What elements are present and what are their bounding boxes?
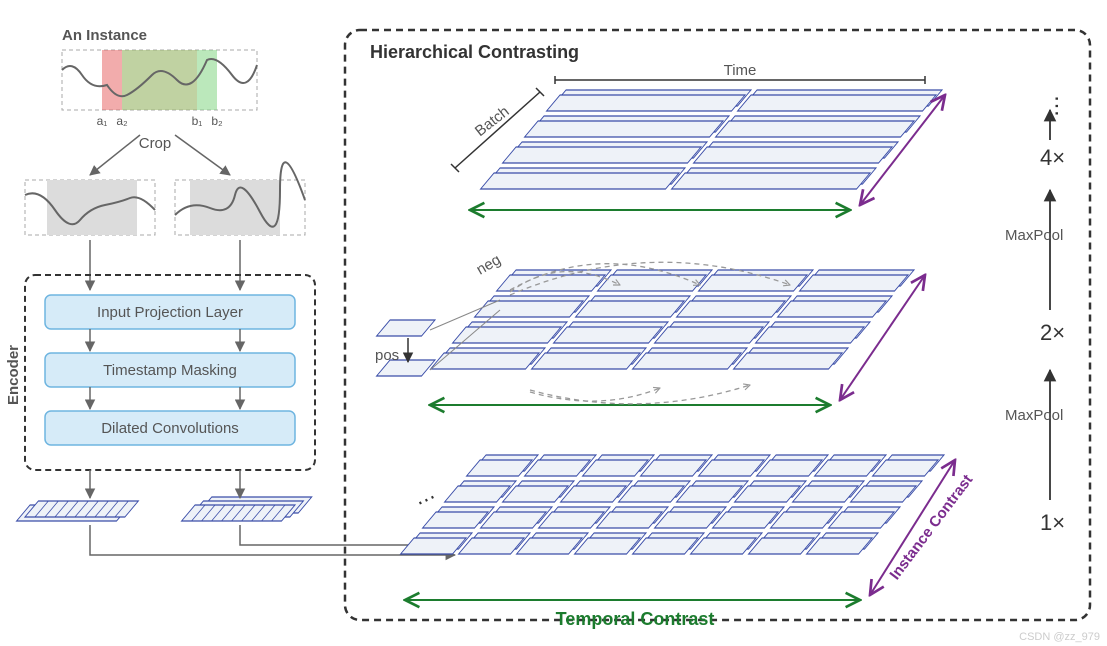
encoder-block-label: Timestamp Masking xyxy=(103,362,237,379)
tile xyxy=(771,512,836,528)
tile xyxy=(691,538,756,554)
scale-1: 1× xyxy=(1040,510,1065,535)
watermark: CSDN @zz_979 xyxy=(1019,631,1100,643)
tile xyxy=(459,538,524,554)
maxpool-1: MaxPool xyxy=(1005,407,1063,424)
tile xyxy=(633,538,698,554)
tick-a2: a₂ xyxy=(116,114,128,128)
tile xyxy=(735,486,800,502)
tile xyxy=(713,512,778,528)
tile xyxy=(597,512,662,528)
tile xyxy=(576,301,684,317)
tile xyxy=(583,460,648,476)
tile xyxy=(807,538,872,554)
tile xyxy=(699,460,764,476)
tile xyxy=(453,327,561,343)
maxpool-2: MaxPool xyxy=(1005,227,1063,244)
tile xyxy=(793,486,858,502)
tick-b1: b₁ xyxy=(192,114,203,128)
tile xyxy=(716,121,914,137)
crop-overlap xyxy=(122,50,197,110)
tile xyxy=(598,275,706,291)
tile xyxy=(503,486,568,502)
scale-4: 4× xyxy=(1040,145,1065,170)
tile xyxy=(532,353,640,369)
hier-title: Hierarchical Contrasting xyxy=(370,42,579,62)
tile xyxy=(619,486,684,502)
time-label: Time xyxy=(724,62,757,79)
instance-title: An Instance xyxy=(62,27,147,44)
crop-label: Crop xyxy=(139,135,172,152)
tile xyxy=(575,538,640,554)
tile xyxy=(815,460,880,476)
arrow-to-hier-1 xyxy=(90,525,455,555)
tile xyxy=(757,460,822,476)
tick-a1: a₁ xyxy=(97,114,108,128)
tile xyxy=(829,512,894,528)
tile xyxy=(525,460,590,476)
tile xyxy=(641,460,706,476)
tile xyxy=(800,275,908,291)
tile xyxy=(547,95,745,111)
tile xyxy=(525,121,723,137)
encoder-block-label: Input Projection Layer xyxy=(97,304,243,321)
scale-2: 2× xyxy=(1040,320,1065,345)
tile xyxy=(738,95,936,111)
tile xyxy=(734,353,842,369)
tile xyxy=(481,512,546,528)
encoder-label: Encoder xyxy=(5,345,22,405)
crop-right-box xyxy=(190,180,280,235)
tile xyxy=(851,486,916,502)
hier-dots: ⋯ xyxy=(413,486,440,514)
tile xyxy=(694,147,892,163)
tile xyxy=(677,301,785,317)
arrow-crop-left xyxy=(90,135,140,175)
tile xyxy=(517,538,582,554)
tile xyxy=(873,460,938,476)
output-tiles-right xyxy=(182,497,312,521)
scale-dots: ⋯ xyxy=(1045,95,1070,117)
tile xyxy=(655,512,720,528)
tile xyxy=(778,301,886,317)
tile xyxy=(756,327,864,343)
tile xyxy=(445,486,510,502)
tile xyxy=(699,275,807,291)
tile xyxy=(503,147,701,163)
tile xyxy=(401,538,466,554)
pos-label: pos xyxy=(375,347,399,364)
tile xyxy=(633,353,741,369)
tile xyxy=(655,327,763,343)
tile xyxy=(749,538,814,554)
tile xyxy=(467,460,532,476)
tick-b2: b₂ xyxy=(211,114,223,128)
tile xyxy=(423,512,488,528)
temporal-label: Temporal Contrast xyxy=(556,609,715,629)
encoder-block-label: Dilated Convolutions xyxy=(101,420,239,437)
l1-purple xyxy=(870,460,955,595)
crop-red xyxy=(102,50,122,110)
tile xyxy=(677,486,742,502)
crop-left-box xyxy=(47,180,137,235)
tile xyxy=(554,327,662,343)
tile xyxy=(561,486,626,502)
tile xyxy=(539,512,604,528)
output-tiles-left xyxy=(17,501,139,521)
tile xyxy=(481,173,679,189)
arrow-crop-right xyxy=(175,135,230,175)
tile xyxy=(672,173,870,189)
neg-label: neg xyxy=(474,251,504,278)
